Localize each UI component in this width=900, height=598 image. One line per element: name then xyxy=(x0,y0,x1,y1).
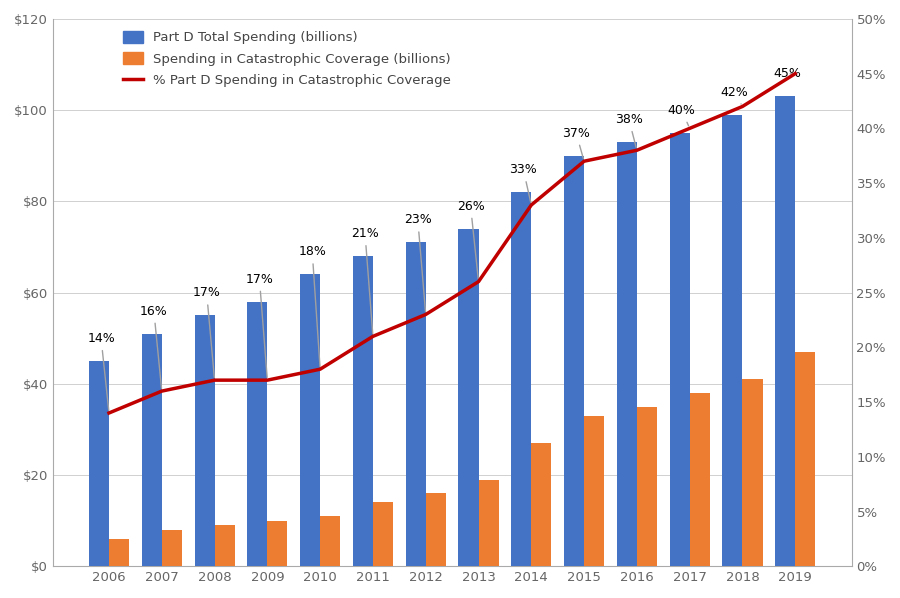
Bar xyxy=(426,493,446,566)
Bar xyxy=(406,242,426,566)
Bar xyxy=(194,315,214,566)
% Part D Spending in Catastrophic Coverage xyxy=(315,365,326,373)
% Part D Spending in Catastrophic Coverage xyxy=(684,125,695,132)
Bar xyxy=(300,274,320,566)
Text: 16%: 16% xyxy=(140,304,167,388)
Bar xyxy=(353,256,373,566)
Legend: Part D Total Spending (billions), Spending in Catastrophic Coverage (billions), : Part D Total Spending (billions), Spendi… xyxy=(123,31,452,87)
Text: 21%: 21% xyxy=(351,227,379,334)
Bar xyxy=(796,352,815,566)
% Part D Spending in Catastrophic Coverage xyxy=(790,70,801,77)
% Part D Spending in Catastrophic Coverage xyxy=(526,202,536,209)
Bar xyxy=(373,502,393,566)
Bar xyxy=(670,133,689,566)
% Part D Spending in Catastrophic Coverage xyxy=(473,278,484,285)
Bar xyxy=(458,228,479,566)
Bar xyxy=(479,480,499,566)
% Part D Spending in Catastrophic Coverage xyxy=(579,158,590,165)
Bar xyxy=(723,115,742,566)
Bar xyxy=(267,521,287,566)
Text: 26%: 26% xyxy=(456,200,484,279)
Bar xyxy=(531,443,552,566)
Text: 14%: 14% xyxy=(87,332,115,410)
% Part D Spending in Catastrophic Coverage xyxy=(209,377,220,384)
Bar xyxy=(214,525,235,566)
Text: 42%: 42% xyxy=(721,86,749,104)
Bar xyxy=(689,393,710,566)
Text: 45%: 45% xyxy=(773,68,801,81)
Text: 17%: 17% xyxy=(246,273,274,377)
% Part D Spending in Catastrophic Coverage xyxy=(367,332,378,340)
Bar xyxy=(511,192,531,566)
Text: 18%: 18% xyxy=(298,245,326,367)
Bar xyxy=(248,302,267,566)
Line: % Part D Spending in Catastrophic Coverage: % Part D Spending in Catastrophic Covera… xyxy=(109,74,796,413)
Text: 37%: 37% xyxy=(562,127,590,158)
% Part D Spending in Catastrophic Coverage xyxy=(157,388,167,395)
Bar xyxy=(616,142,637,566)
% Part D Spending in Catastrophic Coverage xyxy=(104,410,114,417)
Bar xyxy=(584,416,604,566)
Text: 38%: 38% xyxy=(615,113,643,148)
Text: 33%: 33% xyxy=(509,163,537,202)
Bar xyxy=(775,96,796,566)
Bar xyxy=(141,334,162,566)
Bar xyxy=(742,379,762,566)
% Part D Spending in Catastrophic Coverage xyxy=(262,377,273,384)
Text: 40%: 40% xyxy=(668,104,696,126)
Text: 23%: 23% xyxy=(404,213,432,312)
Bar xyxy=(637,407,657,566)
Bar xyxy=(89,361,109,566)
% Part D Spending in Catastrophic Coverage xyxy=(737,103,748,110)
Text: 17%: 17% xyxy=(193,286,220,377)
Bar xyxy=(162,530,182,566)
% Part D Spending in Catastrophic Coverage xyxy=(420,311,431,318)
Bar xyxy=(320,516,340,566)
% Part D Spending in Catastrophic Coverage xyxy=(632,147,643,154)
Bar xyxy=(564,155,584,566)
Bar xyxy=(109,539,129,566)
